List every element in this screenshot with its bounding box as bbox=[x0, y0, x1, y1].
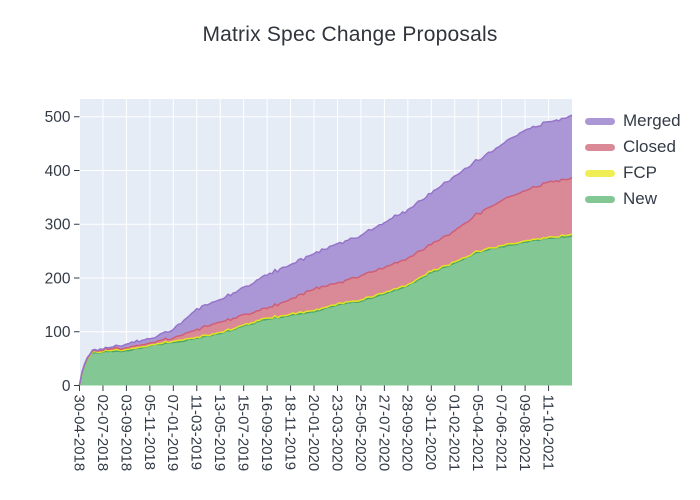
y-tick-label: 200 bbox=[45, 270, 71, 287]
x-tick-label: 03-09-2018 bbox=[117, 395, 134, 472]
line-closed bbox=[78, 176, 573, 386]
chart-title: Matrix Spec Change Proposals bbox=[202, 23, 498, 46]
x-tick-label: 02-07-2018 bbox=[94, 395, 111, 472]
legend: Merged Closed FCP New bbox=[585, 108, 681, 212]
x-tick-label: 07-06-2021 bbox=[493, 395, 510, 472]
y-tick-label: 500 bbox=[45, 109, 71, 126]
y-tick-label: 400 bbox=[45, 163, 71, 180]
x-tick-label: 05-04-2021 bbox=[469, 395, 486, 472]
x-tick-label: 11-10-2021 bbox=[539, 395, 556, 471]
legend-swatch-new bbox=[585, 195, 615, 203]
x-tick-label: 23-03-2020 bbox=[328, 395, 345, 472]
x-tick-label: 30-11-2020 bbox=[422, 395, 439, 471]
legend-item-new[interactable]: New bbox=[585, 186, 681, 212]
x-tick-label: 11-03-2019 bbox=[188, 395, 205, 471]
line-new bbox=[78, 234, 573, 386]
area-new bbox=[79, 235, 572, 386]
x-tick-label: 28-09-2020 bbox=[399, 395, 416, 472]
area-merged bbox=[79, 115, 572, 385]
y-tick-label: 300 bbox=[45, 217, 71, 234]
x-tick-label: 05-11-2018 bbox=[141, 395, 158, 471]
x-tick-label: 16-09-2019 bbox=[258, 395, 275, 472]
x-tick-label: 20-01-2020 bbox=[305, 395, 322, 472]
line-merged bbox=[78, 114, 573, 386]
x-tick-label: 18-11-2019 bbox=[281, 395, 298, 471]
x-tick-label: 01-02-2021 bbox=[446, 395, 463, 472]
legend-label-new: New bbox=[623, 189, 658, 208]
legend-item-closed[interactable]: Closed bbox=[585, 134, 681, 160]
x-tick-label: 25-05-2020 bbox=[352, 395, 369, 472]
legend-swatch-fcp bbox=[585, 169, 615, 177]
area-closed bbox=[79, 177, 572, 385]
x-tick-label: 07-01-2019 bbox=[164, 395, 181, 472]
x-tick-label: 15-07-2019 bbox=[235, 395, 252, 472]
y-tick-label: 100 bbox=[45, 324, 71, 341]
x-tick-label: 30-04-2018 bbox=[70, 395, 87, 472]
legend-label-fcp: FCP bbox=[623, 163, 657, 182]
x-tick-label: 27-07-2020 bbox=[375, 395, 392, 472]
legend-item-merged[interactable]: Merged bbox=[585, 108, 681, 134]
legend-swatch-merged bbox=[585, 117, 615, 125]
legend-label-closed: Closed bbox=[623, 137, 676, 156]
legend-label-merged: Merged bbox=[623, 111, 681, 130]
x-tick-label: 13-05-2019 bbox=[211, 395, 228, 472]
legend-swatch-closed bbox=[585, 143, 615, 151]
x-tick-label: 09-08-2021 bbox=[516, 395, 533, 472]
legend-item-fcp[interactable]: FCP bbox=[585, 160, 681, 186]
y-tick-label: 0 bbox=[62, 378, 71, 395]
line-fcp bbox=[78, 233, 573, 386]
